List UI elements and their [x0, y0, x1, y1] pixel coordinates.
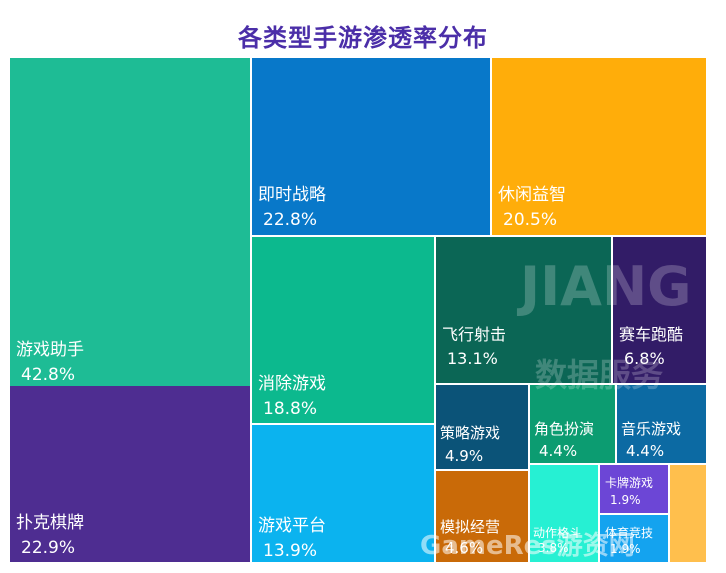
- tile-name-label: 消除游戏: [258, 374, 326, 394]
- treemap-tile: [492, 58, 706, 235]
- treemap-tile: [530, 465, 598, 562]
- treemap-tile: [530, 385, 615, 463]
- tile-name-label: 休闲益智: [498, 185, 566, 205]
- tile-name-label: 即时战略: [258, 185, 326, 205]
- tile-name-label: 角色扮演: [534, 420, 594, 438]
- tile-value-label: 13.1%: [447, 349, 498, 368]
- treemap-tile: [436, 385, 528, 469]
- tile-name-label: 策略游戏: [440, 424, 500, 442]
- tile-value-label: 22.9%: [21, 538, 75, 558]
- tile-name-label: 扑克棋牌: [16, 513, 84, 533]
- tile-name-label: 游戏平台: [258, 516, 326, 536]
- treemap-tile: [670, 465, 706, 562]
- tile-value-label: 22.8%: [263, 210, 317, 230]
- tile-value-label: 1.9%: [610, 542, 641, 556]
- tile-value-label: 1.9%: [610, 493, 641, 507]
- tile-name-label: 动作格斗: [533, 525, 581, 540]
- treemap-tile: [600, 465, 668, 513]
- chart-title: 各类型手游渗透率分布: [238, 24, 488, 52]
- tile-value-label: 18.8%: [263, 399, 317, 419]
- treemap-tile: [617, 385, 706, 463]
- treemap-tile: [252, 425, 434, 562]
- tile-name-label: 卡牌游戏: [605, 476, 653, 490]
- treemap-tile: [600, 515, 668, 562]
- tile-name-label: 模拟经营: [440, 518, 500, 536]
- treemap-tile: [10, 386, 250, 562]
- treemap-tile: [436, 237, 611, 383]
- tile-name-label: 体育竞技: [605, 525, 653, 540]
- tile-name-label: 飞行射击: [442, 325, 506, 344]
- treemap-tile: [436, 471, 528, 562]
- treemap-tile: [613, 237, 706, 383]
- treemap-tile: [252, 58, 490, 235]
- tile-value-label: 4.6%: [445, 539, 483, 557]
- tile-name-label: 游戏助手: [16, 340, 84, 360]
- tile-value-label: 4.9%: [445, 447, 483, 465]
- tile-value-label: 6.8%: [624, 349, 665, 368]
- treemap-tile: [252, 237, 434, 423]
- tile-value-label: 20.5%: [503, 210, 557, 230]
- tile-value-label: 4.4%: [626, 442, 664, 460]
- tile-value-label: 13.9%: [263, 541, 317, 561]
- tile-value-label: 42.8%: [21, 365, 75, 385]
- tile-name-label: 音乐游戏: [621, 420, 681, 438]
- tile-value-label: 4.4%: [539, 442, 577, 460]
- treemap-tile: [10, 58, 250, 386]
- tile-value-label: 3.8%: [538, 541, 569, 555]
- tile-name-label: 赛车跑酷: [619, 325, 683, 344]
